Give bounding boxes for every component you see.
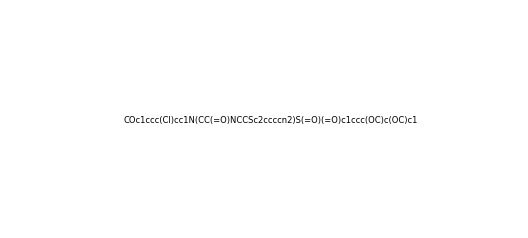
- Text: COc1ccc(Cl)cc1N(CC(=O)NCCSc2ccccn2)S(=O)(=O)c1ccc(OC)c(OC)c1: COc1ccc(Cl)cc1N(CC(=O)NCCSc2ccccn2)S(=O)…: [124, 116, 418, 125]
